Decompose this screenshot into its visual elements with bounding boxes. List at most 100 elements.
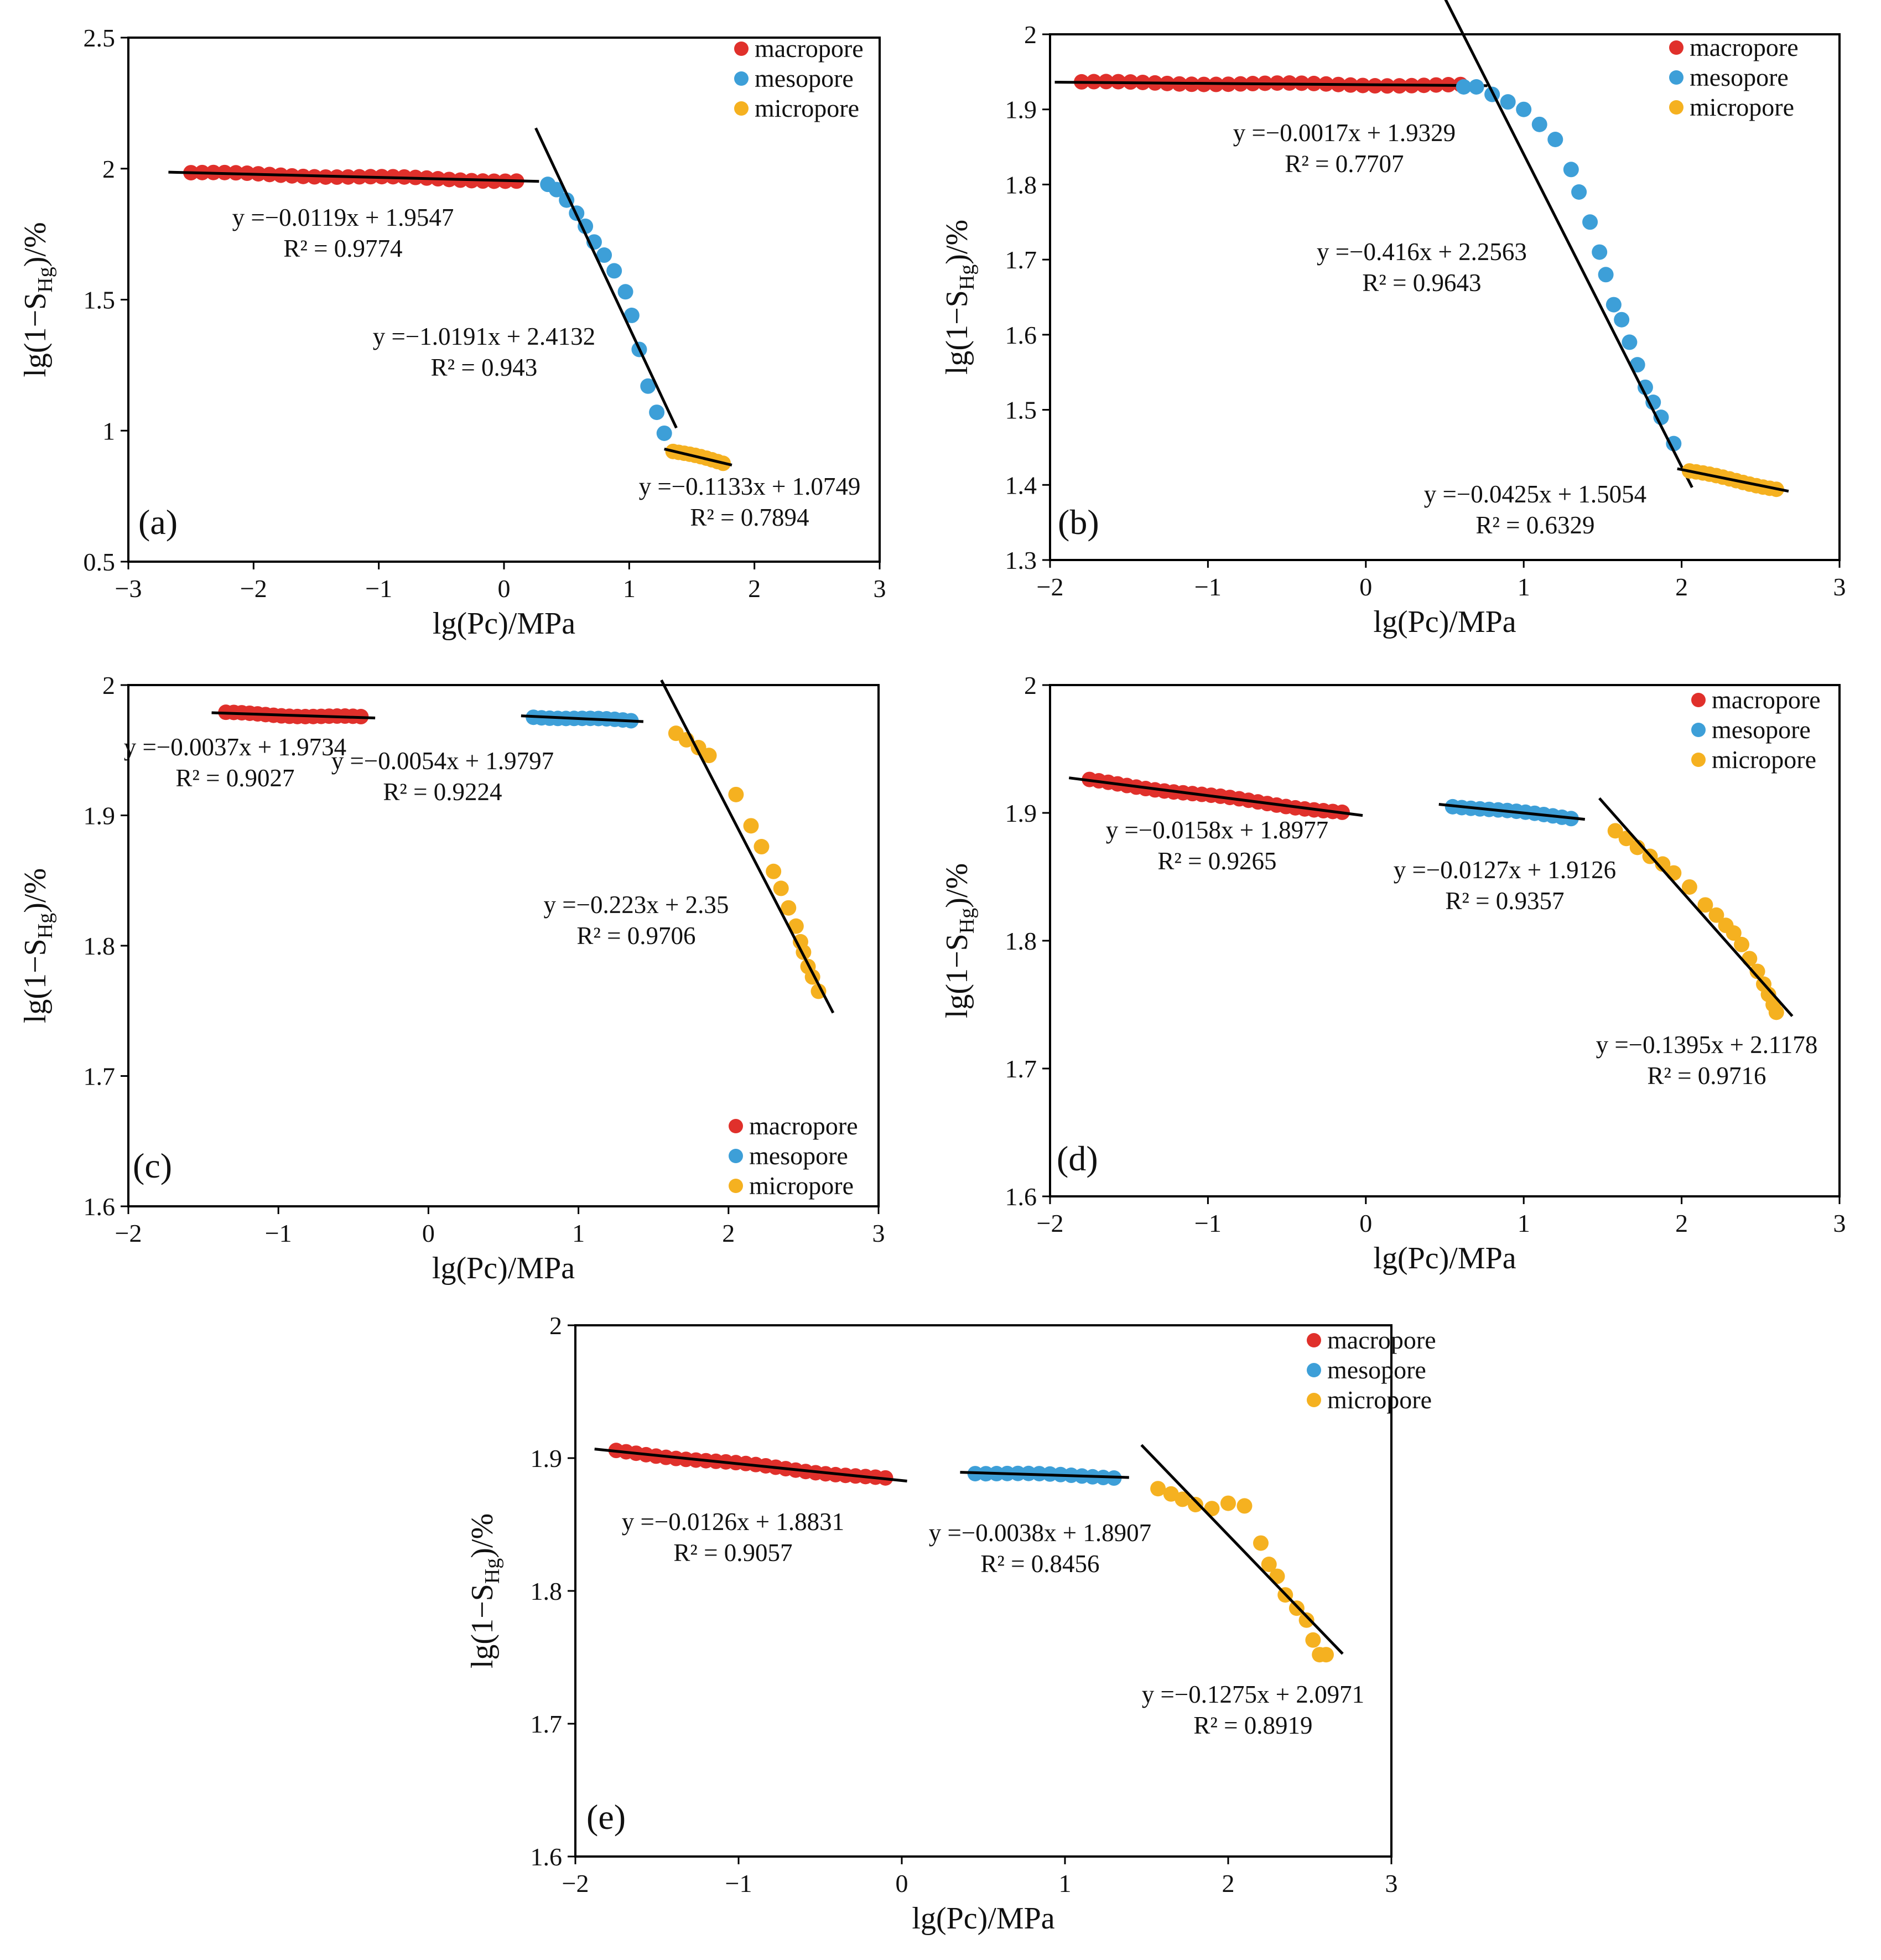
mesopore-r-squared: R² = 0.9224 [383, 778, 502, 806]
mesopore-r-squared: R² = 0.9357 [1445, 887, 1564, 915]
x-tick-label: 2 [1675, 573, 1688, 601]
legend-marker-macropore [1307, 1333, 1321, 1347]
micropore-fit-line [1677, 467, 1789, 493]
micropore-point [728, 786, 744, 802]
panel-a: −3 −2 −1 0 1 2 3 0.5 1 1.5 2 2.5 lg(Pc)/MPa lg(1−SHg)… [18, 24, 886, 641]
panel-label: (c) [133, 1146, 172, 1185]
mesopore-point [1666, 435, 1682, 452]
micropore-r-squared: R² = 0.8919 [1193, 1712, 1312, 1739]
macropore-r-squared: R² = 0.9057 [673, 1539, 792, 1567]
legend-label-micropore: micropore [749, 1171, 854, 1200]
micropore-point [1150, 1481, 1166, 1497]
x-tick-label: −2 [115, 1219, 142, 1247]
legend-marker-mesopore [1307, 1363, 1321, 1377]
x-tick-label: −1 [1194, 573, 1222, 601]
y-tick-label: 1.9 [84, 802, 116, 830]
mesopore-point [578, 218, 594, 234]
x-axis-label: lg(Pc)/MPa [432, 1251, 575, 1285]
y-tick-label: 1.3 [1005, 546, 1037, 574]
plot-frame [574, 1324, 1392, 1858]
x-tick-label: 0 [498, 574, 511, 603]
x-tick-label: 1 [572, 1219, 585, 1247]
x-tick-label: −2 [240, 574, 267, 603]
mesopore-fit-line [1438, 802, 1586, 821]
x-tick-label: −1 [265, 1219, 292, 1247]
micropore-r-squared: R² = 0.7894 [690, 504, 809, 531]
micropore-equation: y =−0.1133x + 1.0749 [639, 473, 861, 500]
mesopore-point [1468, 79, 1484, 95]
mesopore-point [649, 405, 665, 421]
y-tick-label: 1.9 [1005, 799, 1037, 827]
y-tick-label: 1.4 [1005, 471, 1037, 499]
legend-label-micropore: micropore [1327, 1386, 1432, 1414]
mesopore-point [1582, 214, 1598, 230]
legend-marker-micropore [1669, 100, 1683, 115]
mesopore-point [549, 182, 565, 198]
micropore-point [1768, 1004, 1784, 1020]
macropore-equation: y =−0.0037x + 1.9734 [124, 733, 346, 761]
y-tick-label: 1.7 [531, 1710, 563, 1738]
mesopore-point [1531, 116, 1547, 132]
panel-label: (b) [1058, 502, 1099, 542]
legend-label-macropore: macropore [1712, 686, 1821, 714]
mesopore-point [617, 284, 633, 300]
micropore-fit-line [660, 679, 835, 1014]
y-tick-label: 2 [102, 155, 115, 183]
legend-marker-macropore [734, 42, 749, 56]
micropore-point [701, 748, 717, 764]
micropore-point [1681, 879, 1697, 895]
y-tick-label: 1.9 [531, 1444, 563, 1472]
micropore-fit-line [1140, 1444, 1344, 1655]
legend-marker-mesopore [729, 1149, 743, 1163]
panel-label: (d) [1057, 1139, 1098, 1178]
micropore-equation: y =−0.1395x + 2.1178 [1596, 1031, 1818, 1059]
legend-label-macropore: macropore [1690, 33, 1799, 61]
x-tick-label: 2 [1222, 1869, 1235, 1897]
micropore-point [766, 863, 782, 879]
mesopore-equation: y =−0.0127x + 1.9126 [1394, 856, 1616, 884]
mesopore-equation: y =−1.0191x + 2.4132 [373, 323, 595, 350]
macropore-equation: y =−0.0119x + 1.9547 [232, 204, 454, 231]
micropore-point [754, 839, 770, 855]
x-tick-label: 0 [1359, 1209, 1372, 1237]
micropore-point [1253, 1535, 1269, 1551]
x-tick-label: 1 [623, 574, 636, 603]
legend-label-micropore: micropore [755, 94, 859, 122]
y-axis-label: lg(1−SHg)/% [940, 220, 979, 375]
y-tick-label: 1.7 [1005, 1055, 1037, 1083]
micropore-r-squared: R² = 0.6329 [1475, 511, 1594, 539]
mesopore-point [596, 247, 612, 263]
legend-marker-macropore [1691, 693, 1706, 707]
mesopore-point [1571, 184, 1587, 200]
mesopore-point [640, 378, 656, 394]
mesopore-point [1547, 132, 1563, 147]
y-tick-label: 1.7 [84, 1062, 116, 1091]
legend-label-macropore: macropore [749, 1112, 858, 1140]
micropore-point [1236, 1498, 1253, 1514]
legend-label-mesopore: mesopore [749, 1142, 848, 1170]
micropore-point [1708, 907, 1724, 923]
x-tick-label: −2 [1037, 573, 1064, 601]
x-axis-label: lg(Pc)/MPa [912, 1901, 1054, 1936]
y-tick-label: 2 [549, 1311, 562, 1340]
mesopore-point [1563, 162, 1579, 178]
micropore-point [1749, 963, 1765, 979]
legend-marker-micropore [1307, 1393, 1321, 1407]
mesopore-fit-line [521, 714, 644, 723]
y-tick-label: 1.6 [84, 1192, 116, 1221]
micropore-point [1666, 865, 1682, 881]
legend-label-mesopore: mesopore [755, 64, 854, 92]
x-axis-label: lg(Pc)/MPa [433, 606, 575, 641]
y-tick-label: 1 [102, 417, 115, 445]
mesopore-equation: y =−0.0038x + 1.8907 [929, 1519, 1151, 1547]
x-tick-label: 3 [1833, 573, 1846, 601]
legend-marker-micropore [1691, 753, 1706, 767]
panel-label: (e) [586, 1797, 626, 1837]
legend-marker-macropore [729, 1119, 743, 1133]
macropore-equation: y =−0.0126x + 1.8831 [622, 1508, 844, 1536]
y-tick-label: 1.7 [1005, 246, 1037, 274]
y-axis-label: lg(1−SHg)/% [465, 1513, 504, 1668]
x-tick-label: 3 [1385, 1869, 1398, 1897]
x-tick-label: 1 [1518, 573, 1530, 601]
